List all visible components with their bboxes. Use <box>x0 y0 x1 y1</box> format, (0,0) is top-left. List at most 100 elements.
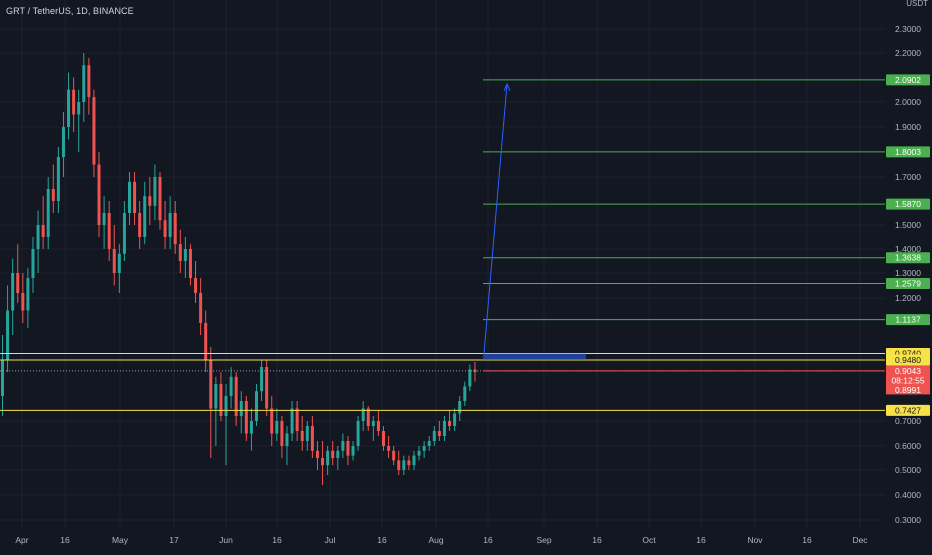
candle <box>315 450 319 458</box>
candle <box>194 278 198 293</box>
candle <box>371 421 375 426</box>
candle <box>239 401 243 416</box>
candle <box>204 323 208 360</box>
price-tick-label: 2.3000 <box>895 24 921 34</box>
candle <box>51 189 55 201</box>
target-price-tag-bg <box>886 252 930 264</box>
candle <box>270 408 274 434</box>
candle <box>153 177 157 206</box>
price-tick-label: 1.4000 <box>895 244 921 254</box>
target-price-tag: 1.8003 <box>895 147 921 157</box>
candle <box>128 181 131 213</box>
candlestick-chart[interactable] <box>0 0 885 530</box>
current-price-bg <box>886 365 930 395</box>
candle <box>234 376 238 416</box>
candle <box>326 450 330 466</box>
time-axis[interactable]: Apr 16 May 17 Jun 16 Jul 16 Aug 16 Sep 16 Oct 16 Nov 16… <box>0 530 885 550</box>
candle <box>280 421 284 446</box>
time-tick-label: 17 <box>169 535 179 545</box>
countdown-tag: 08:12:55 <box>891 375 924 385</box>
support-price-tag: 0.9740 <box>895 349 921 359</box>
symbol-title: GRT / TetherUS, 1D, BINANCE <box>6 6 134 16</box>
target-price-tag-bg <box>886 74 930 86</box>
candle <box>331 450 335 458</box>
candle <box>249 421 253 434</box>
candle <box>21 293 25 311</box>
price-tick-label: 1.5000 <box>895 220 921 230</box>
candle <box>16 273 20 293</box>
target-price-tag: 1.3638 <box>895 253 921 263</box>
candle <box>41 225 45 237</box>
candle <box>31 249 35 278</box>
candle <box>77 102 81 115</box>
current-price-tag: 0.9043 <box>895 366 921 376</box>
chart-area[interactable] <box>0 0 885 530</box>
candle <box>72 89 76 115</box>
time-tick-label: Oct <box>642 535 656 545</box>
candle <box>453 413 457 426</box>
candle <box>341 441 345 451</box>
time-tick-label: 16 <box>272 535 282 545</box>
candle <box>188 249 192 278</box>
candle <box>87 65 91 98</box>
time-tick-label: Dec <box>852 535 868 545</box>
time-tick-label: May <box>112 535 129 545</box>
price-scale[interactable]: 0.3000 0.4000 0.5000 0.6000 0.7000 1.2000 1.30… <box>885 0 932 530</box>
price-axis[interactable]: 0.3000 0.4000 0.5000 0.6000 0.7000 1.2000 1.30… <box>885 0 932 530</box>
candle <box>158 177 162 221</box>
candle <box>387 446 391 451</box>
candle <box>11 273 15 311</box>
candle <box>224 396 228 416</box>
candle <box>285 433 289 446</box>
price-tick-label: 2.0000 <box>895 97 921 107</box>
candle <box>92 97 96 165</box>
time-scale[interactable]: Apr 16 May 17 Jun 16 Jul 16 Aug 16 Sep 16 Oct 16 Nov 16… <box>0 530 885 550</box>
target-price-tag: 2.0902 <box>895 75 921 85</box>
support-price-tag-bg <box>886 404 930 416</box>
target-price-tag: 1.5870 <box>895 199 921 209</box>
candle <box>295 408 299 431</box>
candle <box>361 408 365 421</box>
arrow-head-icon <box>503 82 511 92</box>
target-price-tag-bg <box>886 146 930 158</box>
candle <box>417 450 421 456</box>
time-tick-label: 16 <box>802 535 812 545</box>
candle <box>402 460 406 470</box>
candle <box>458 401 462 414</box>
candle <box>122 213 126 254</box>
candle <box>107 213 111 249</box>
candle <box>336 450 340 458</box>
candle <box>46 189 50 237</box>
currency-label: USDT <box>906 0 928 8</box>
candle <box>214 384 218 409</box>
candle <box>178 244 182 261</box>
support-price-tag: 0.7427 <box>895 405 921 415</box>
candle <box>448 421 452 426</box>
candle <box>199 293 203 323</box>
candle <box>173 213 177 245</box>
candle <box>305 426 309 441</box>
time-tick-label: Nov <box>747 535 763 545</box>
price-tick-label: 0.6000 <box>895 441 921 451</box>
candle <box>382 431 385 446</box>
time-tick-label: Jun <box>219 535 233 545</box>
candle <box>346 441 350 456</box>
candle <box>229 376 233 396</box>
time-tick-label: Jul <box>325 535 336 545</box>
time-tick-label: Sep <box>536 535 551 545</box>
candle <box>366 408 370 426</box>
target-price-tag-bg <box>886 198 930 210</box>
candle <box>56 157 60 201</box>
time-tick-label: 16 <box>377 535 387 545</box>
candle <box>26 278 30 311</box>
time-tick-label: 16 <box>60 535 70 545</box>
candle <box>442 421 446 436</box>
candle <box>102 213 106 225</box>
candle <box>422 446 426 451</box>
candle <box>275 421 279 434</box>
candle <box>148 196 152 206</box>
candle <box>290 408 294 434</box>
candle <box>1 359 4 396</box>
candle <box>138 213 142 237</box>
price-tick-label: 0.4000 <box>895 490 921 500</box>
